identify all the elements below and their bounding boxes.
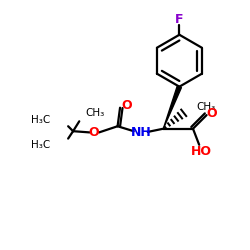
Text: HO: HO [191,145,212,158]
Text: O: O [122,99,132,112]
Text: H₃C: H₃C [31,115,50,125]
Text: NH: NH [131,126,152,139]
Text: O: O [88,126,99,139]
Text: F: F [175,13,184,26]
Text: H₃C: H₃C [31,140,50,150]
Text: O: O [207,107,217,120]
Text: CH₃: CH₃ [196,102,215,112]
Text: CH₃: CH₃ [85,108,104,118]
Polygon shape [163,86,182,129]
